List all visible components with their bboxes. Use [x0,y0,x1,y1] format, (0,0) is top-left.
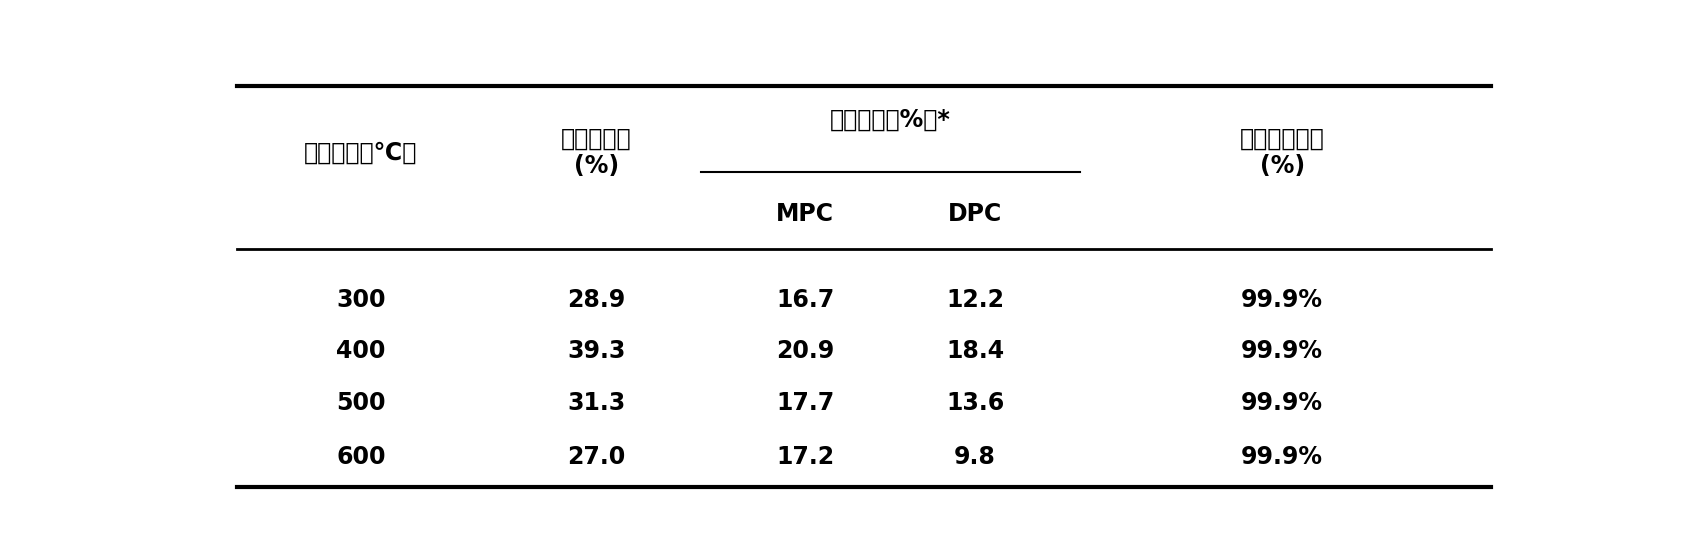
Text: 12.2: 12.2 [946,288,1005,312]
Text: 31.3: 31.3 [566,391,626,415]
Text: 17.7: 17.7 [776,391,835,415]
Text: 27.0: 27.0 [566,445,626,469]
Text: 酯交换选择性
(%): 酯交换选择性 (%) [1239,126,1325,178]
Text: 99.9%: 99.9% [1241,339,1324,364]
Text: 焙烧温度（℃）: 焙烧温度（℃） [305,140,418,165]
Text: 99.9%: 99.9% [1241,288,1324,312]
Text: 9.8: 9.8 [954,445,996,469]
Text: 300: 300 [336,288,386,312]
Text: 苯酚转化率
(%): 苯酚转化率 (%) [561,126,632,178]
Text: 16.7: 16.7 [776,288,835,312]
Text: 500: 500 [336,391,386,415]
Text: 17.2: 17.2 [776,445,835,469]
Text: 99.9%: 99.9% [1241,445,1324,469]
Text: MPC: MPC [776,202,835,226]
Text: 18.4: 18.4 [946,339,1005,364]
Text: 39.3: 39.3 [566,339,626,364]
Text: 产物收率（%）*: 产物收率（%）* [830,108,951,132]
Text: 600: 600 [336,445,386,469]
Text: 13.6: 13.6 [946,391,1005,415]
Text: DPC: DPC [948,202,1001,226]
Text: 20.9: 20.9 [776,339,835,364]
Text: 28.9: 28.9 [566,288,626,312]
Text: 400: 400 [336,339,386,364]
Text: 99.9%: 99.9% [1241,391,1324,415]
